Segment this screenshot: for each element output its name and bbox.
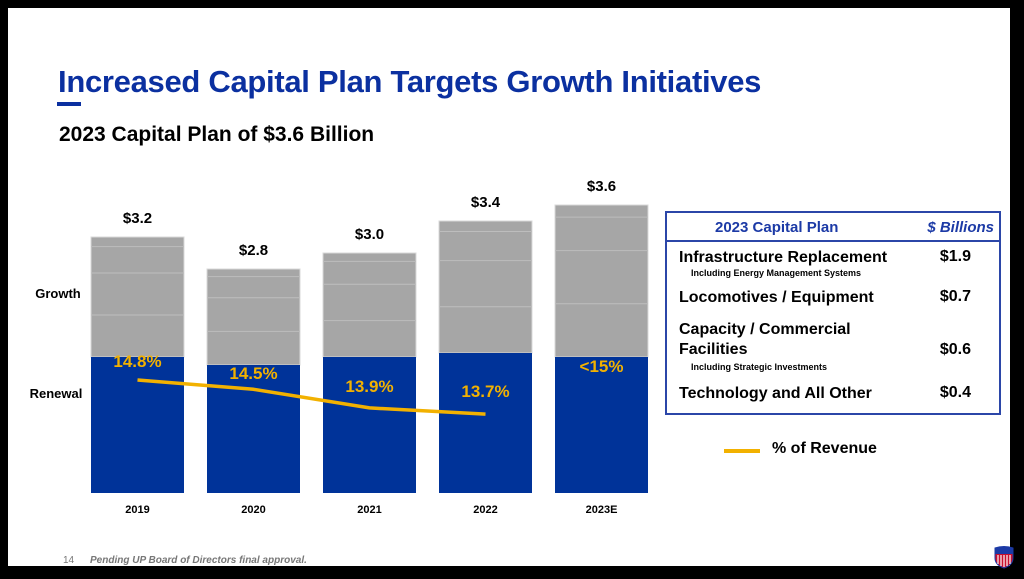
plan-row-note: Including Strategic Investments bbox=[691, 362, 828, 372]
growth-bar bbox=[438, 220, 533, 354]
bar-total-label: $3.0 bbox=[355, 226, 384, 243]
renewal-bar bbox=[439, 353, 532, 493]
revenue-line-swatch bbox=[724, 449, 760, 453]
slide-subtitle: 2023 Capital Plan of $3.6 Billion bbox=[59, 123, 375, 146]
plan-row-locomotives: Locomotives / Equipment $0.7 bbox=[679, 288, 991, 308]
growth-bar bbox=[206, 268, 301, 366]
plan-row-capacity: Capacity / Commercial Facilities Includi… bbox=[679, 320, 879, 372]
legend-label-revenue: % of Revenue bbox=[772, 440, 877, 457]
plan-row-infrastructure: Infrastructure Replacement Including Ene… bbox=[679, 248, 991, 278]
growth-bar bbox=[554, 204, 649, 358]
x-tick-label: 2019 bbox=[125, 504, 149, 516]
capital-plan-table: 2023 Capital Plan $ Billions Infrastruct… bbox=[665, 211, 1001, 415]
plan-row-value-capacity: $0.6 bbox=[939, 341, 971, 358]
x-tick-label: 2023E bbox=[586, 504, 618, 516]
plan-row-label: Capacity / Commercial Facilities bbox=[679, 321, 851, 358]
bar-total-label: $3.4 bbox=[471, 194, 501, 211]
growth-bar bbox=[322, 252, 417, 358]
renewal-bar bbox=[323, 357, 416, 493]
revenue-pct-label: 14.8% bbox=[113, 352, 161, 371]
segment-label-renewal: Renewal bbox=[30, 386, 83, 401]
title-accent-bar bbox=[57, 102, 81, 106]
growth-bar bbox=[90, 236, 185, 358]
plan-row-label: Infrastructure Replacement bbox=[679, 249, 888, 266]
revenue-pct-label: 13.7% bbox=[461, 382, 509, 401]
plan-table-header-title: 2023 Capital Plan bbox=[715, 219, 839, 236]
plan-row-value: $0.7 bbox=[939, 288, 971, 305]
bar-total-label: $3.2 bbox=[123, 210, 152, 227]
page-number: 14 bbox=[63, 555, 75, 566]
plan-row-label: Locomotives / Equipment bbox=[679, 289, 874, 306]
renewal-bar bbox=[207, 365, 300, 493]
renewal-bar bbox=[91, 357, 184, 493]
revenue-line bbox=[137, 378, 486, 416]
revenue-pct-label: 13.9% bbox=[345, 377, 393, 396]
footnote: Pending UP Board of Directors final appr… bbox=[90, 555, 307, 566]
bar-total-label: $3.6 bbox=[587, 178, 616, 195]
plan-row-label: Technology and All Other bbox=[679, 385, 872, 402]
plan-table-header: 2023 Capital Plan $ Billions bbox=[667, 213, 999, 242]
x-tick-label: 2020 bbox=[241, 504, 265, 516]
bar-total-label: $2.8 bbox=[239, 242, 268, 259]
x-tick-label: 2021 bbox=[357, 504, 381, 516]
revenue-pct-label: 14.5% bbox=[229, 364, 277, 383]
segment-label-growth: Growth bbox=[35, 286, 81, 301]
slide-title: Increased Capital Plan Targets Growth In… bbox=[58, 64, 762, 99]
plan-row-value: $0.4 bbox=[939, 384, 971, 401]
x-tick-label: 2022 bbox=[473, 504, 497, 516]
revenue-pct-label: <15% bbox=[580, 357, 624, 376]
union-pacific-shield-logo-icon bbox=[994, 546, 1014, 569]
plan-row-value: $1.9 bbox=[939, 248, 971, 265]
plan-row-technology: Technology and All Other $0.4 bbox=[679, 384, 991, 404]
renewal-bar bbox=[555, 357, 648, 493]
plan-table-header-units: $ Billions bbox=[927, 219, 994, 236]
plan-row-note: Including Energy Management Systems bbox=[691, 268, 862, 278]
